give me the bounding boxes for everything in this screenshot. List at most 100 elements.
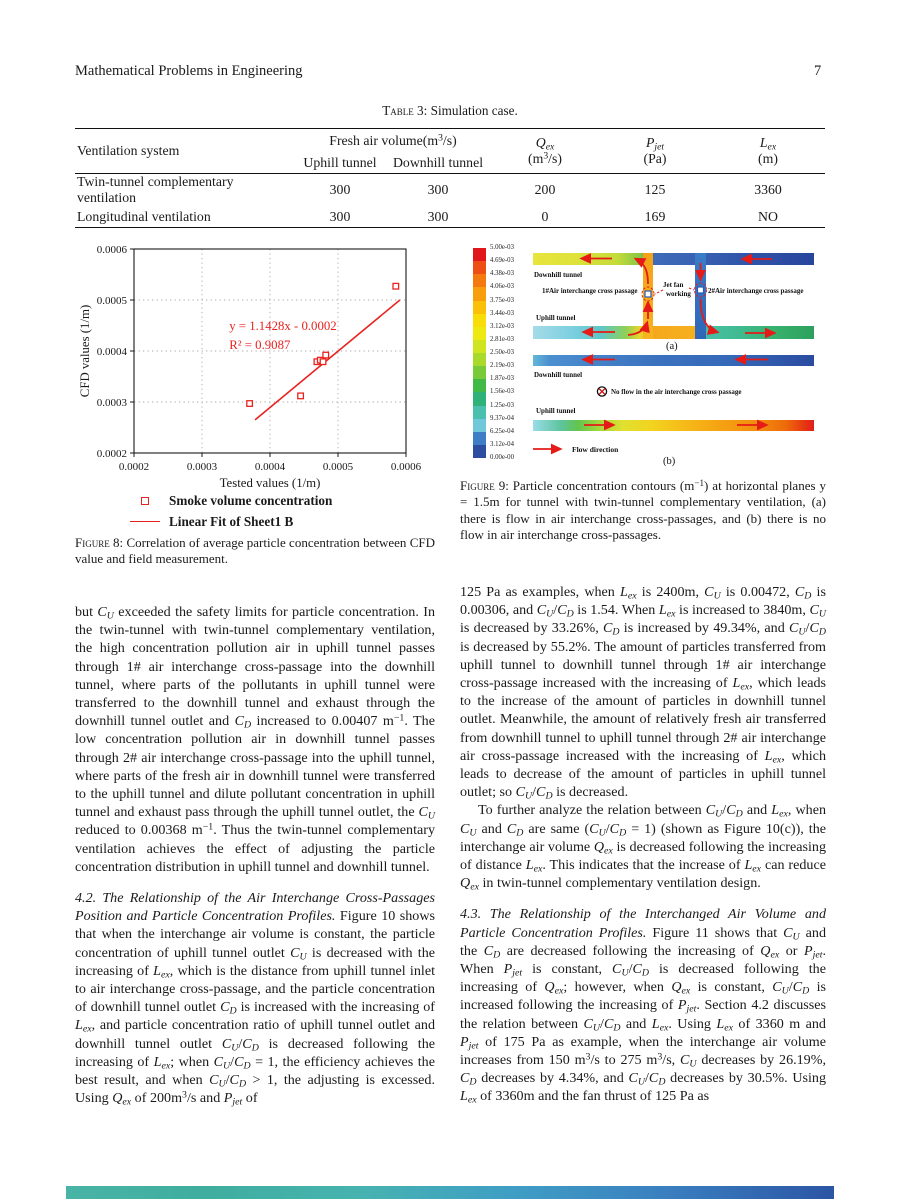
cross-passage-2 bbox=[695, 253, 706, 339]
header-pjet-symbol: Pjet bbox=[645, 135, 665, 153]
colorbar-label: 9.37e-04 bbox=[490, 414, 514, 422]
y-tick-label: 0.0005 bbox=[97, 295, 128, 307]
next-figure-partial bbox=[66, 1186, 834, 1199]
flow-arrow bbox=[627, 320, 650, 336]
legend-label: Smoke volume concentration bbox=[169, 492, 333, 508]
cell-qex: 200 bbox=[534, 182, 556, 197]
cell-uphill: 300 bbox=[329, 208, 351, 224]
colorbar-label: 1.87e-03 bbox=[490, 375, 514, 383]
page-number: 7 bbox=[814, 63, 822, 79]
jet-fan-icon bbox=[696, 286, 705, 294]
data-point bbox=[392, 282, 400, 290]
paragraph: 125 Pa as examples, when Lex is 2400m, C… bbox=[460, 584, 826, 802]
header-pjet-unit: (Pa) bbox=[643, 151, 667, 166]
colorbar-segment bbox=[473, 300, 486, 314]
section-4-3: 4.3. The Relationship of the Interchange… bbox=[460, 905, 826, 1105]
header-qex: Qex (m3/s) bbox=[491, 129, 599, 174]
no-flow-icon bbox=[596, 386, 608, 397]
fit-line bbox=[254, 299, 401, 421]
panel-b-label: (b) bbox=[663, 456, 676, 467]
right-column: 125 Pa as examples, when Lex is 2400m, C… bbox=[460, 583, 826, 1106]
jet-fan-leader-line bbox=[654, 289, 664, 295]
fig8-plot: 0.0002 0.0003 0.0004 0.0005 0.0006 0.0002 0.00… bbox=[78, 244, 422, 490]
x-tick-label: 0.0005 bbox=[323, 461, 354, 473]
colorbar-label: 4.06e-03 bbox=[490, 283, 514, 291]
data-point bbox=[246, 400, 254, 407]
y-tick-label: 0.0004 bbox=[97, 346, 128, 358]
label-flow-direction: Flow direction bbox=[572, 445, 619, 454]
flow-arrow bbox=[633, 257, 649, 285]
fig9-caption: Figure 9: Particle concentration contour… bbox=[460, 478, 826, 544]
x-axis-title: Tested values (1/m) bbox=[220, 476, 321, 490]
jet-fan-highlight-circle bbox=[641, 286, 655, 302]
fit-equation: y = 1.1428x - 0.0002 bbox=[229, 319, 336, 333]
cell-lex: 3360 bbox=[754, 182, 782, 197]
colorbar-segment bbox=[473, 379, 486, 393]
paragraph: but CU exceeded the safety limits for pa… bbox=[75, 604, 436, 875]
section-4-3-body: Figure 11 shows that CU and the CD are d… bbox=[460, 924, 827, 1106]
colorbar-label: 2.19e-03 bbox=[490, 362, 514, 370]
panel-a-label: (a) bbox=[666, 341, 678, 352]
table-row: Twin-tunnel complementary ventilation 30… bbox=[75, 174, 825, 207]
legend-item: Linear Fit of Sheet1 B bbox=[121, 511, 435, 532]
colorbar-segment bbox=[473, 431, 486, 445]
section-4-2: 4.2. The Relationship of the Air Interch… bbox=[75, 889, 435, 1107]
y-axis-title: CFD values (1/m) bbox=[78, 305, 92, 397]
header-fresh-air-volume: Fresh air volume(m3/s) bbox=[329, 132, 457, 148]
header-ventilation-system: Ventilation system bbox=[77, 143, 180, 158]
colorbar-label: 6.25e-04 bbox=[490, 427, 514, 435]
left-column: but CU exceeded the safety limits for pa… bbox=[75, 603, 435, 1107]
cell-uphill: 300 bbox=[329, 182, 351, 197]
colorbar-label: 0.00e-00 bbox=[490, 454, 514, 461]
y-tick-label: 0.0006 bbox=[97, 244, 128, 256]
cell-downhill: 300 bbox=[427, 208, 449, 224]
legend-item: Smoke volume concentration bbox=[121, 490, 435, 511]
x-tick-label: 0.0003 bbox=[187, 461, 218, 473]
colorbar-segment bbox=[473, 392, 486, 406]
colorbar-segment bbox=[473, 261, 486, 275]
colorbar-segment bbox=[473, 405, 486, 419]
colorbar-segment bbox=[473, 274, 486, 288]
fig9-contours: 5.00e-03 4.69e-03 4.38e-03 4.06e-03 3.75e-03… bbox=[460, 237, 826, 473]
label-downhill-tunnel-a: Downhill tunnel bbox=[534, 271, 583, 279]
cell-pjet: 169 bbox=[644, 208, 666, 224]
fig9-annotation-overlay bbox=[533, 253, 777, 455]
colorbar-label: 4.38e-03 bbox=[490, 270, 514, 278]
header-pjet: Pjet (Pa) bbox=[599, 129, 711, 174]
flow-arrow bbox=[699, 298, 720, 335]
label-jet-fan-1: Jet fan bbox=[663, 281, 684, 289]
header-qex-unit: (m3/s) bbox=[528, 150, 562, 166]
colorbar-segment bbox=[473, 326, 486, 340]
simulation-case-table: Ventilation system Fresh air volume(m3/s… bbox=[75, 128, 825, 228]
uphill-tunnel-contour-a bbox=[533, 326, 814, 339]
flow-arrows bbox=[533, 253, 777, 455]
r-squared: R² = 0.9087 bbox=[229, 338, 291, 352]
cell-pjet: 125 bbox=[644, 182, 666, 197]
colorbar-segment bbox=[473, 353, 486, 367]
table-caption: Table 3: Simulation case. bbox=[75, 103, 825, 119]
y-tick-label: 0.0002 bbox=[97, 448, 127, 460]
colorbar-segment bbox=[473, 339, 486, 353]
label-no-flow: No flow in the air interchange cross pas… bbox=[611, 388, 742, 396]
fig9-caption-text: Particle concentration contours (m−1) at… bbox=[460, 477, 826, 543]
fig8-caption: Figure 8: Correlation of average particl… bbox=[75, 535, 435, 568]
colorbar-segment bbox=[473, 366, 486, 380]
jet-fan-icon bbox=[644, 290, 652, 298]
journal-title: Mathematical Problems in Engineering bbox=[75, 63, 303, 79]
colorbar-label: 3.75e-03 bbox=[490, 296, 514, 304]
label-passage-1: 1#Air interchange cross passage bbox=[542, 287, 638, 295]
section-4-3-heading: 4.3. The Relationship of the Interchange… bbox=[460, 906, 826, 941]
y-tick-label: 0.0003 bbox=[97, 397, 128, 409]
data-point bbox=[322, 351, 330, 359]
fig8-caption-label: Figure 8: bbox=[75, 535, 124, 550]
paragraph: To further analyze the relation between … bbox=[460, 802, 826, 893]
header-lex-unit: (m) bbox=[758, 151, 778, 166]
colorbar-segment bbox=[473, 418, 486, 432]
colorbar-segment bbox=[473, 444, 486, 458]
x-tick-label: 0.0006 bbox=[391, 461, 422, 473]
header-lex-symbol: Lex bbox=[759, 135, 777, 153]
colorbar-label: 4.69e-03 bbox=[490, 257, 514, 265]
colorbar-label: 2.50e-03 bbox=[490, 349, 514, 356]
colorbar bbox=[473, 248, 486, 458]
